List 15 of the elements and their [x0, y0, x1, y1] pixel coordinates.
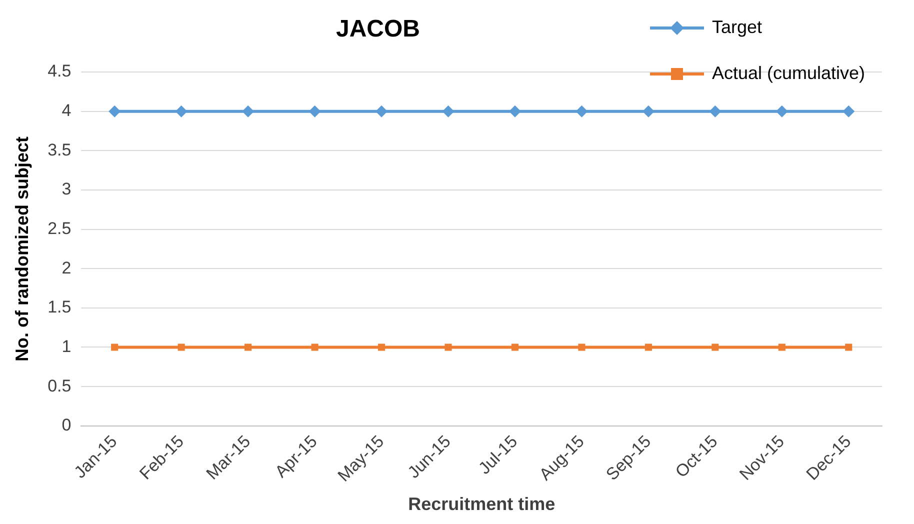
legend-label: Target: [712, 16, 762, 37]
chart-title: JACOB: [336, 16, 420, 43]
y-tick-label: 1: [62, 336, 72, 356]
y-tick-label: 2.5: [48, 218, 72, 238]
x-axis-title: Recruitment time: [408, 494, 556, 514]
y-tick-label: 3: [62, 180, 72, 199]
y-tick-label: 4.5: [48, 62, 72, 81]
y-tick-label: 4: [62, 101, 72, 120]
y-tick-label: 1.5: [48, 298, 72, 317]
y-tick-label: 0.5: [48, 376, 72, 396]
legend-label: Actual (cumulative): [712, 62, 866, 83]
y-tick-label: 3.5: [48, 140, 72, 160]
y-tick-label: 0: [62, 416, 72, 435]
y-tick-label: 2: [62, 258, 72, 278]
y-axis-title: No. of randomized subject: [12, 136, 32, 362]
